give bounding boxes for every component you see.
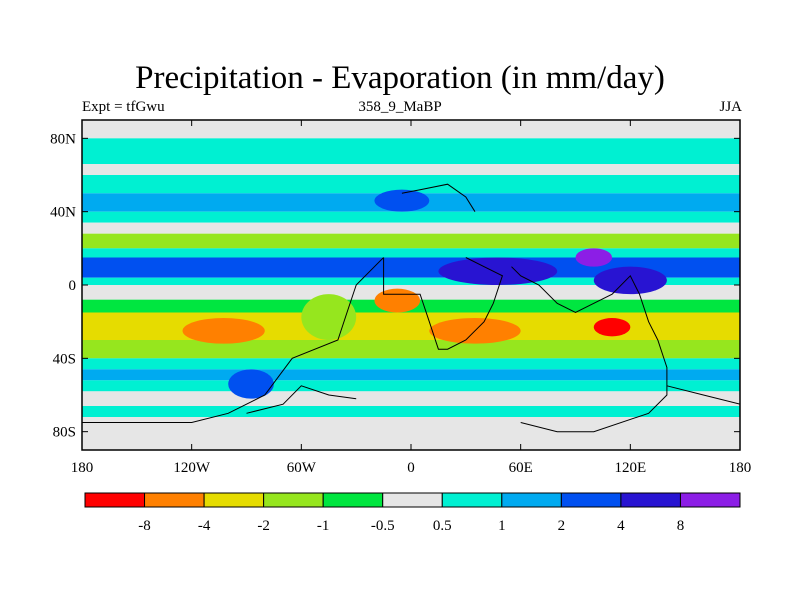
colorbar-label-1: -4 [198,518,211,534]
colorbar-label-3: -1 [317,518,330,534]
y-tick-label-1: 40N [50,205,76,221]
colorbar-swatch-0 [84,492,146,508]
field-feature-9 [301,294,357,341]
x-tick-label-2: 60W [287,460,317,476]
chart-title: Precipitation - Evaporation (in mm/day) [135,60,665,96]
zonal-band-7 [82,233,740,249]
colorbar-label-7: 2 [558,518,566,534]
field-feature-0 [182,318,265,344]
experiment-label: Expt = tfGwu [82,99,165,115]
field-feature-7 [374,189,430,212]
coastline-0 [82,257,384,423]
zonal-band-15 [82,358,740,370]
colorbar-swatch-1 [144,492,205,508]
colorbar-label-8: 4 [617,518,625,534]
field-feature-10 [228,417,302,450]
y-tick-label-4: 80S [53,425,76,441]
colorbar-label-9: 8 [677,518,685,534]
zonal-band-2 [82,164,740,175]
zonal-band-19 [82,406,740,417]
colorbar-label-0: -8 [138,518,151,534]
field-feature-8 [228,369,274,399]
colorbar-swatch-9 [620,492,681,508]
field-feature-5 [593,266,667,295]
y-tick-label-0: 80N [50,131,76,147]
zonal-band-10 [82,277,740,285]
zonal-band-13 [82,312,740,340]
zonal-band-9 [82,257,740,278]
coastline-5 [666,385,740,405]
colorbar-label-6: 1 [498,518,506,534]
season-label: JJA [719,99,742,115]
x-tick-label-3: 0 [407,460,415,476]
zonal-band-6 [82,222,740,234]
field-feature-6 [575,248,613,267]
colorbar-swatch-4 [322,492,384,508]
colorbar-swatch-5 [382,492,443,508]
colorbar: -8 -4 -2 -1 -0.5 0.5 1 2 4 8 [84,492,741,534]
x-tick-label-1: 120W [173,460,211,476]
coastline-2 [511,266,668,433]
coastline-1 [383,257,504,350]
zonal-band-3 [82,175,740,194]
zonal-band-8 [82,248,740,258]
x-tick-label-0: 180 [71,460,94,476]
coastline-3 [246,385,357,414]
x-tick-label-5: 120E [614,460,646,476]
coastline-layer [82,183,740,433]
x-tick-label-6: 180 [729,460,752,476]
coastline-4 [401,183,476,212]
colorbar-label-4: -0.5 [371,518,395,534]
zonal-band-16 [82,369,740,381]
zonal-band-17 [82,380,740,392]
zonal-band-14 [82,340,740,359]
zonal-band-0 [82,120,740,139]
field-feature-4 [438,257,558,285]
colorbar-swatch-7 [501,492,562,508]
zonal-band-1 [82,138,740,164]
colorbar-swatch-8 [560,492,622,508]
field-feature-3 [593,318,631,337]
x-tick-label-4: 60E [509,460,533,476]
axes-layer: 180 120W 60W 0 60E 120E 180 80N 40N 0 40S 80S [50,120,751,476]
y-tick-label-3: 40S [53,351,76,367]
zonal-band-18 [82,391,740,406]
field-layer [82,120,740,450]
colorbar-swatch-2 [203,492,265,508]
colorbar-swatch-10 [679,492,741,508]
field-feature-2 [374,288,421,313]
age-label: 358_9_MaBP [358,99,442,115]
colorbar-label-2: -2 [257,518,270,534]
zonal-band-5 [82,211,740,223]
colorbar-label-5: 0.5 [433,518,452,534]
y-tick-label-2: 0 [69,278,77,294]
colorbar-swatch-3 [263,492,324,508]
colorbar-swatch-6 [441,492,503,508]
